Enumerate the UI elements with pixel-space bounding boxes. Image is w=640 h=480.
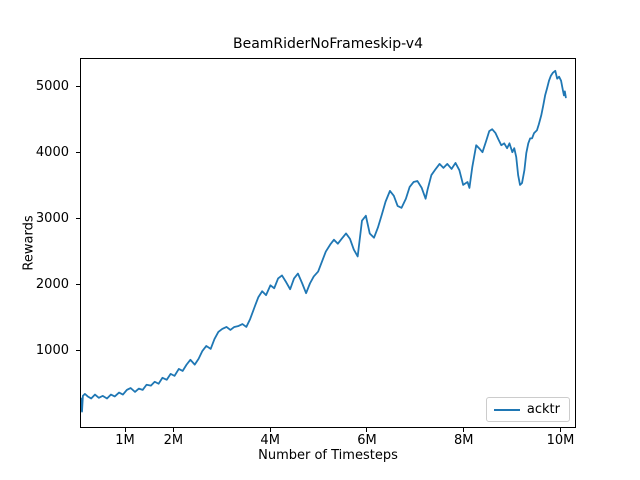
- x-tick-mark: [124, 428, 126, 432]
- y-tick-mark: [76, 152, 80, 154]
- line-chart-canvas: [81, 69, 567, 413]
- x-tick-mark: [366, 428, 368, 432]
- y-tick-label: 3000: [35, 211, 69, 227]
- x-tick-label: 8M: [453, 433, 474, 448]
- x-tick-label: 1M: [115, 433, 135, 448]
- y-tick-mark: [76, 350, 80, 351]
- legend-line-swatch: [493, 408, 520, 411]
- y-tick-mark: [76, 86, 80, 88]
- x-tick-label: 2M: [163, 433, 184, 448]
- y-tick-mark: [76, 218, 80, 220]
- x-tick-label: 10M: [546, 433, 575, 448]
- x-tick-mark: [172, 428, 174, 432]
- y-tick-label: 4000: [35, 145, 69, 161]
- x-tick-mark: [463, 428, 465, 432]
- y-tick-label: 5000: [35, 79, 69, 95]
- series-line-acktr: [81, 69, 567, 413]
- x-tick-mark: [560, 428, 561, 432]
- plot-area: acktr: [80, 58, 576, 428]
- y-tick-mark: [76, 284, 80, 286]
- y-tick-label: 1000: [35, 343, 69, 358]
- chart-title: BeamRiderNoFrameskip-v4: [232, 36, 423, 52]
- x-tick-label: 6M: [357, 433, 377, 448]
- x-tick-label: 4M: [260, 433, 280, 448]
- y-tick-label: 2000: [35, 277, 69, 293]
- x-axis-label: Number of Timesteps: [258, 448, 398, 463]
- legend-label: acktr: [526, 402, 560, 417]
- x-tick-mark: [269, 428, 271, 432]
- legend: acktr: [485, 397, 570, 422]
